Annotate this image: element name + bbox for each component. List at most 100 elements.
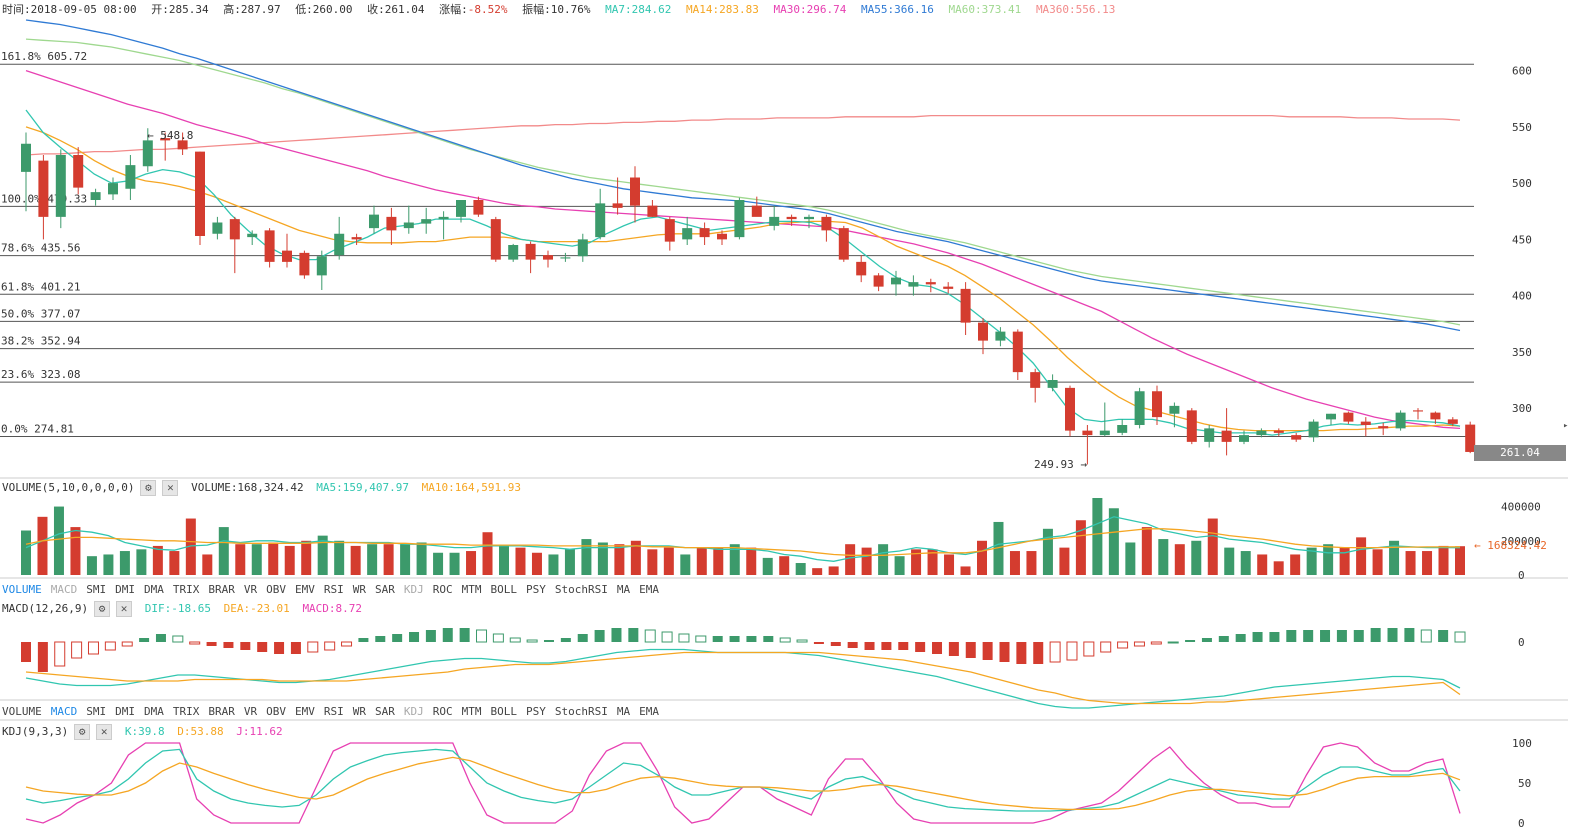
- volume-bar: [1455, 546, 1465, 575]
- macd-bar: [290, 642, 301, 654]
- scroll-right-icon[interactable]: ▸: [1563, 421, 1569, 431]
- tab-dma[interactable]: DMA: [144, 583, 164, 596]
- tab-psy[interactable]: PSY: [526, 583, 546, 596]
- candle-body: [1204, 428, 1215, 442]
- tab-wr[interactable]: WR: [352, 583, 366, 596]
- tab-vr[interactable]: VR: [243, 583, 258, 596]
- candle-body: [630, 177, 640, 206]
- macd-bar: [492, 633, 504, 643]
- candle-body: [73, 155, 84, 188]
- tab-boll[interactable]: BOLL: [490, 705, 518, 718]
- macd-bar: [476, 629, 488, 643]
- candle-body: [1360, 421, 1371, 425]
- volume-bar: [878, 544, 889, 575]
- candle-body: [873, 275, 884, 287]
- tab-emv[interactable]: EMV: [295, 705, 315, 718]
- candle-body: [1065, 387, 1075, 431]
- tab-smi[interactable]: SMI: [86, 583, 107, 596]
- tab-macd[interactable]: MACD: [50, 705, 78, 718]
- tab-volume[interactable]: VOLUME: [2, 583, 42, 596]
- macd-title: MACD(12,26,9): [2, 602, 89, 615]
- tab-dma[interactable]: DMA: [144, 705, 164, 718]
- tab-ema[interactable]: EMA: [639, 705, 659, 718]
- macd-bar: [644, 629, 656, 643]
- volume-bar: [960, 566, 971, 575]
- tab-brar[interactable]: BRAR: [208, 583, 235, 596]
- tab-ma[interactable]: MA: [616, 583, 631, 596]
- last-price-tag: 261.04: [1474, 445, 1566, 461]
- candle-body: [525, 243, 536, 260]
- macd-bar: [915, 642, 926, 652]
- tab-macd[interactable]: MACD: [50, 583, 78, 596]
- tab-wr[interactable]: WR: [352, 705, 366, 718]
- macd-bar: [695, 635, 707, 643]
- tab-obv[interactable]: OBV: [266, 705, 286, 718]
- tab-rsi[interactable]: RSI: [323, 705, 344, 718]
- tab-mtm[interactable]: MTM: [461, 583, 482, 596]
- macd-bar: [37, 642, 48, 672]
- tab-ma[interactable]: MA: [616, 705, 631, 718]
- candle-body: [682, 228, 693, 240]
- candle-body: [838, 228, 849, 260]
- macd-bar: [1370, 628, 1381, 642]
- volume-bar: [531, 552, 542, 575]
- tab-smi[interactable]: SMI: [86, 705, 107, 718]
- macd-bar: [240, 642, 251, 650]
- tab-psy[interactable]: PSY: [526, 705, 546, 718]
- candle-body: [438, 216, 449, 220]
- volume-bar: [515, 547, 526, 575]
- candle-body: [891, 277, 901, 285]
- close-icon[interactable]: ✕: [162, 480, 179, 496]
- tab-brar[interactable]: BRAR: [208, 705, 235, 718]
- price-tick-label: 600: [1512, 65, 1532, 78]
- candle-body: [647, 205, 658, 217]
- volume-bar: [1174, 544, 1185, 575]
- tab-roc[interactable]: ROC: [432, 583, 453, 596]
- tab-emv[interactable]: EMV: [295, 583, 315, 596]
- candle-body: [786, 216, 797, 220]
- tab-trix[interactable]: TRIX: [172, 705, 200, 718]
- volume-bar: [680, 554, 691, 575]
- candle-body: [1134, 391, 1145, 425]
- tab-mtm[interactable]: MTM: [461, 705, 482, 718]
- settings-icon[interactable]: ⚙: [94, 601, 111, 617]
- candle-body: [821, 216, 832, 231]
- tab-kdj[interactable]: KDJ: [403, 583, 424, 596]
- volume-tick-label: 400000: [1501, 501, 1541, 514]
- close-icon[interactable]: ✕: [116, 601, 133, 617]
- tab-obv[interactable]: OBV: [266, 583, 286, 596]
- macd-bar: [307, 641, 319, 653]
- tab-trix[interactable]: TRIX: [172, 583, 200, 596]
- volume-bar: [449, 552, 460, 575]
- tab-dmi[interactable]: DMI: [115, 583, 135, 596]
- macd-bar: [982, 642, 993, 660]
- tab-volume[interactable]: VOLUME: [2, 705, 42, 718]
- settings-icon[interactable]: ⚙: [74, 724, 91, 740]
- tab-rsi[interactable]: RSI: [323, 583, 344, 596]
- tab-roc[interactable]: ROC: [432, 705, 453, 718]
- tab-boll[interactable]: BOLL: [490, 583, 518, 596]
- settings-icon[interactable]: ⚙: [140, 480, 157, 496]
- tab-sar[interactable]: SAR: [375, 583, 395, 596]
- candle-body: [1430, 412, 1441, 420]
- volume-bar: [284, 545, 295, 575]
- volume-bar: [861, 547, 872, 575]
- tab-kdj[interactable]: KDJ: [403, 705, 424, 718]
- macd-bar: [678, 633, 690, 643]
- tab-vr[interactable]: VR: [243, 705, 258, 718]
- macd-bar: [104, 641, 116, 651]
- close-icon[interactable]: ✕: [96, 724, 113, 740]
- tab-stochrsi[interactable]: StochRSI: [554, 583, 608, 596]
- macd-bar: [1185, 640, 1196, 642]
- tab-dmi[interactable]: DMI: [115, 705, 135, 718]
- volume-title: VOLUME(5,10,0,0,0,0): [2, 481, 135, 494]
- volume-ma10: MA10:164,591.93: [421, 481, 521, 494]
- tab-ema[interactable]: EMA: [639, 583, 659, 596]
- tab-stochrsi[interactable]: StochRSI: [554, 705, 608, 718]
- macd-bar: [54, 641, 66, 667]
- macd-bar: [1218, 636, 1229, 642]
- macd-bar: [1235, 634, 1246, 642]
- tab-sar[interactable]: SAR: [375, 705, 395, 718]
- macd-bar: [628, 628, 639, 642]
